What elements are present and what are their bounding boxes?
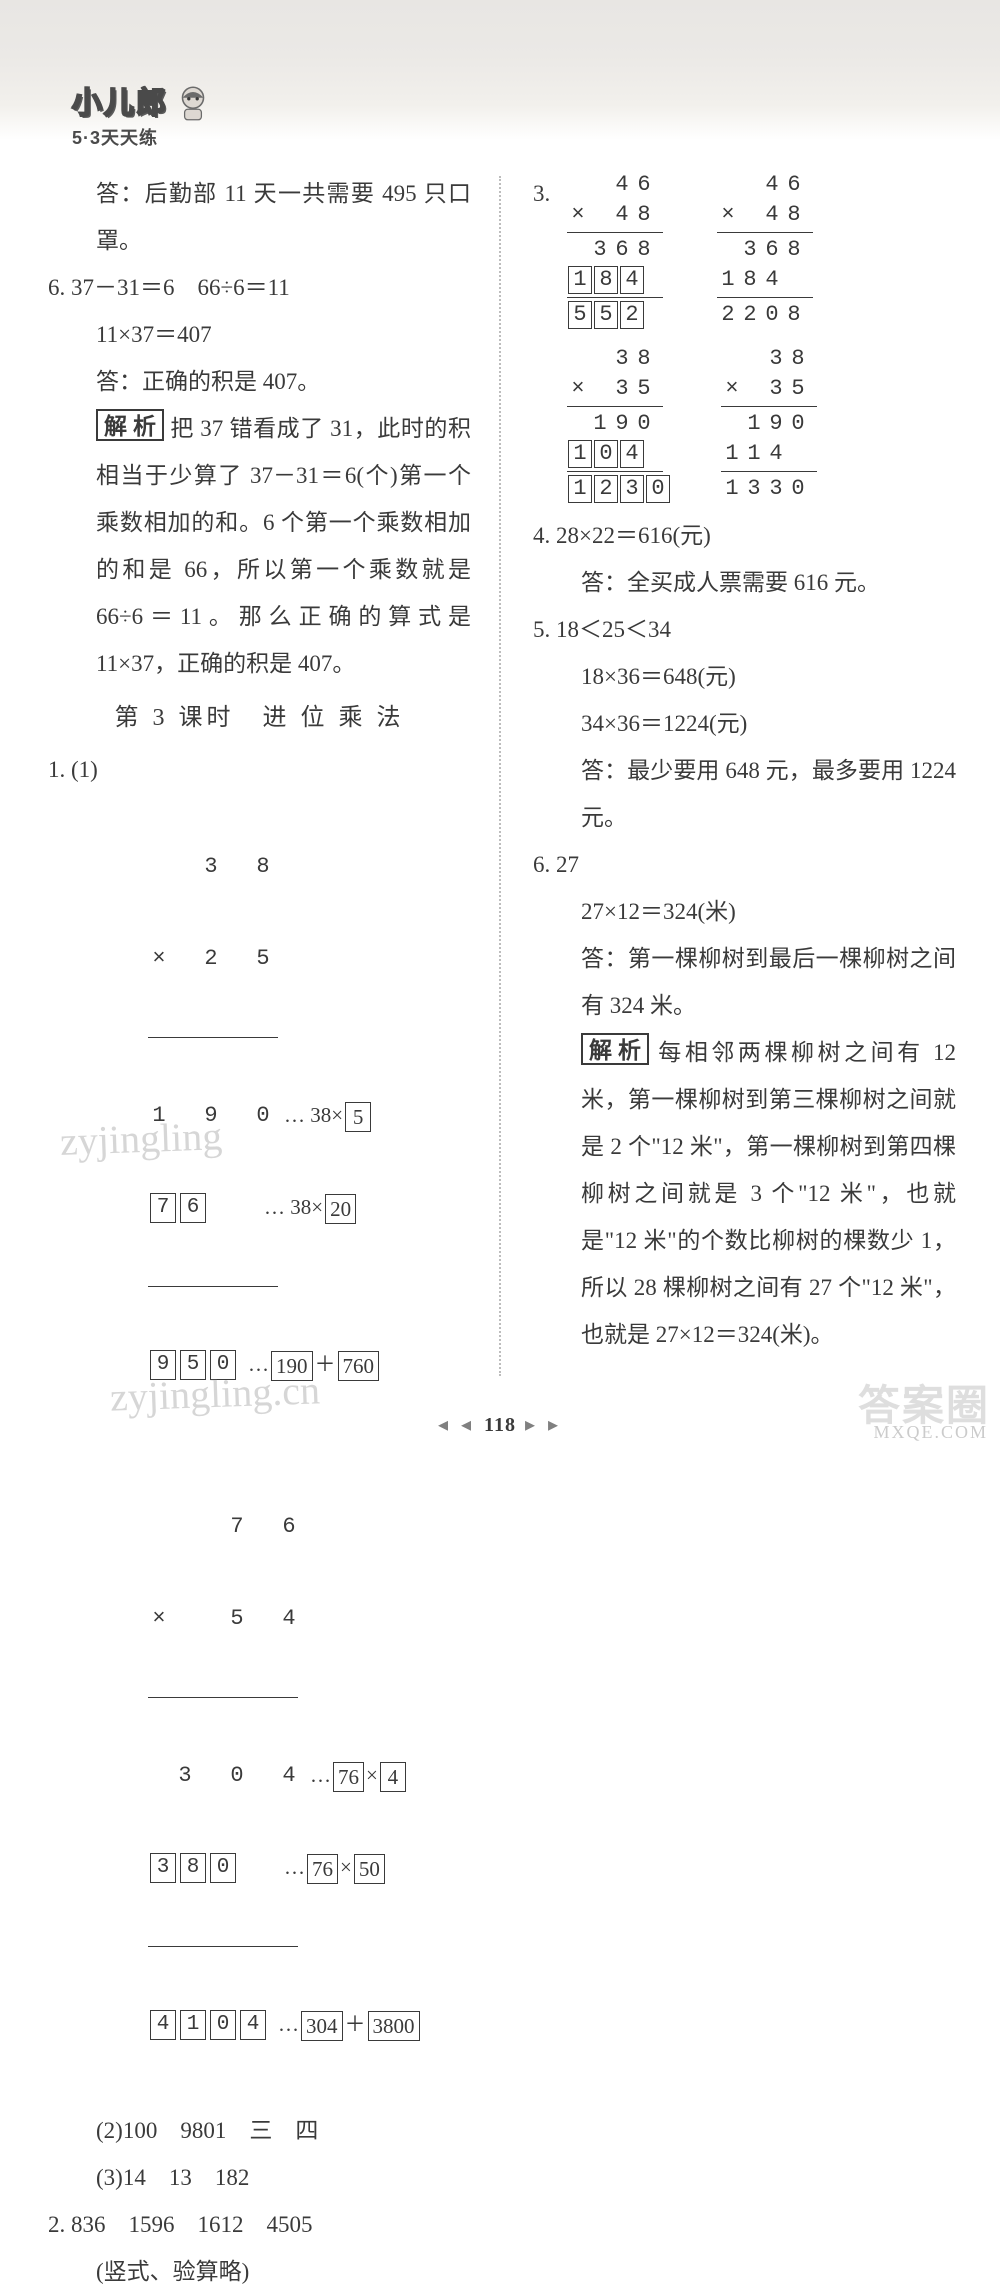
left-column: 答：后勤部 11 天一共需要 495 只口罩。 6. 37－31＝6 66÷6＝… bbox=[0, 170, 499, 1390]
q5-ans: 答：最少要用 648 元，最多要用 1224 元。 bbox=[533, 747, 956, 841]
q6-ans: 答：正确的积是 407。 bbox=[48, 358, 471, 405]
brand-title: 小儿郎 bbox=[72, 78, 168, 122]
q3-label: 3. bbox=[533, 170, 567, 217]
ans-top: 答：后勤部 11 天一共需要 495 只口罩。 bbox=[48, 170, 471, 264]
vertical-math-2: 76 ×54 304 …76×4 380 …76×50 4104 …304＋38… bbox=[148, 1451, 471, 2101]
q2-note: (竖式、验算略) bbox=[48, 2248, 471, 2295]
q3-pair2: 38 ×35 190 104 1230 38 ×35 190 114 bbox=[567, 344, 956, 504]
q6-analysis-block: 解析 把 37 错看成了 31，此时的积相当于少算了 37－31＝6(个)第一个… bbox=[48, 405, 471, 687]
right-column: 3. 46 ×48 368 184 552 46 ×48 bbox=[501, 170, 1000, 1390]
mascot-icon bbox=[172, 82, 214, 124]
v1-right: 46 ×48 368 184 2208 bbox=[717, 170, 813, 330]
analysis-label-r: 解析 bbox=[581, 1033, 649, 1065]
brand-subtitle: 5·3天天练 bbox=[72, 124, 168, 150]
q3-pair1: 46 ×48 368 184 552 46 ×48 368 184 bbox=[567, 170, 956, 330]
analysis-label: 解析 bbox=[96, 409, 164, 441]
content-area: 答：后勤部 11 天一共需要 495 只口罩。 6. 37－31＝6 66÷6＝… bbox=[0, 170, 1000, 1390]
q4-ans: 答：全买成人票需要 616 元。 bbox=[533, 559, 956, 606]
page-number: 118 bbox=[484, 1414, 516, 1436]
q6-line2: 11×37＝407 bbox=[48, 311, 471, 358]
q2: 2. 836 1596 1612 4505 bbox=[48, 2201, 471, 2248]
q4-l1: 4. 28×22＝616(元) bbox=[533, 512, 956, 559]
q6-line1: 6. 37－31＝6 66÷6＝11 bbox=[48, 264, 471, 311]
v1-wrong: 46 ×48 368 184 552 bbox=[567, 170, 667, 330]
q6r-l2: 27×12＝324(米) bbox=[533, 888, 956, 935]
q6-analysis-text: 把 37 错看成了 31，此时的积相当于少算了 37－31＝6(个)第一个乘数相… bbox=[96, 416, 471, 676]
q1-label: 1. (1) bbox=[48, 746, 471, 793]
q5-l1: 5. 18＜25＜34 bbox=[533, 606, 956, 653]
v2-right: 38 ×35 190 114 1330 bbox=[721, 344, 817, 504]
q5-l3: 34×36＝1224(元) bbox=[533, 700, 956, 747]
q5-l2: 18×36＝648(元) bbox=[533, 653, 956, 700]
page-footer: ◂ ◂ 118 ▸ ▸ bbox=[0, 1412, 1000, 1437]
corner-url: MXQE.COM bbox=[873, 1422, 988, 1443]
brand-block: 小儿郎 5·3天天练 bbox=[72, 78, 168, 150]
q1-2: (2)100 9801 三 四 bbox=[48, 2107, 471, 2154]
v2-wrong: 38 ×35 190 104 1230 bbox=[567, 344, 671, 504]
q6r-l1: 6. 27 bbox=[533, 841, 956, 888]
header-band: 小儿郎 5·3天天练 bbox=[0, 0, 1000, 140]
q6r-analysis-block: 解析 每相邻两棵柳树之间有 12 米，第一棵柳树到第三棵柳树之间就是 2 个"1… bbox=[533, 1029, 956, 1358]
q6r-ans: 答：第一棵柳树到最后一棵柳树之间有 324 米。 bbox=[533, 935, 956, 1029]
vertical-math-1: 38 ×25 190 … 38×5 76 … 38×20 950 …190＋76… bbox=[148, 791, 471, 1441]
q6r-analysis-text: 每相邻两棵柳树之间有 12 米，第一棵柳树到第三棵柳树之间就是 2 个"12 米… bbox=[581, 1040, 956, 1347]
q1-3: (3)14 13 182 bbox=[48, 2154, 471, 2201]
lesson-title: 第 3 课时 进 位 乘 法 bbox=[48, 695, 471, 742]
